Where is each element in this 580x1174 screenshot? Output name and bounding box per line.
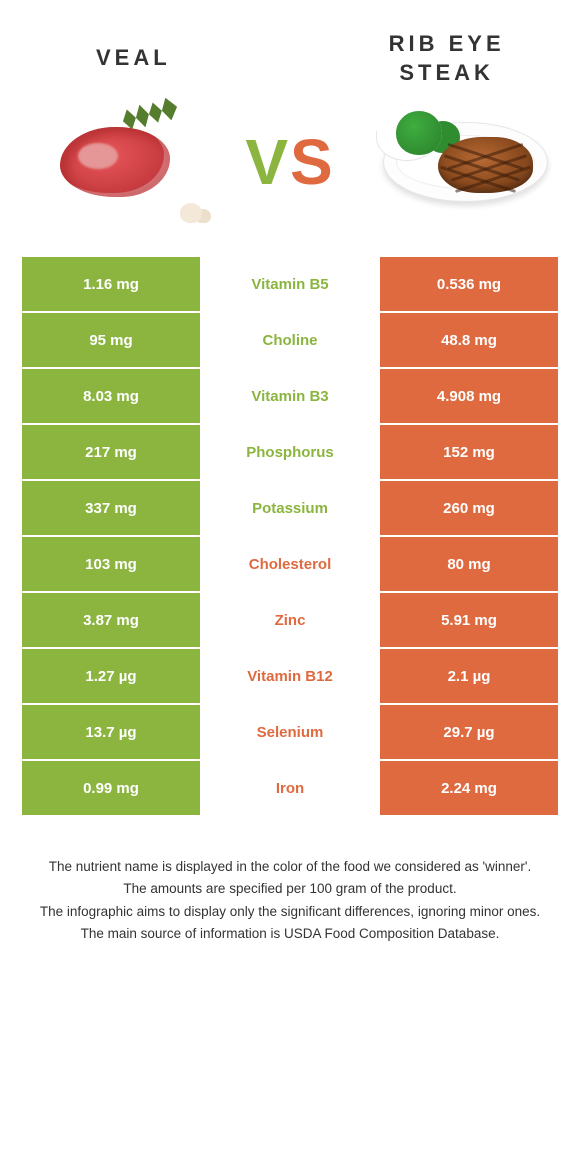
comparison-table: 1.16 mgVitamin B50.536 mg95 mgCholine48.… (0, 257, 580, 817)
vs-label: VS (245, 125, 334, 199)
nutrient-label: Selenium (200, 705, 380, 759)
table-row: 3.87 mgZinc5.91 mg (22, 593, 558, 649)
value-left: 8.03 mg (22, 369, 200, 423)
value-right: 2.24 mg (380, 761, 558, 815)
table-row: 337 mgPotassium260 mg (22, 481, 558, 537)
footnote-line: The nutrient name is displayed in the co… (30, 857, 550, 877)
nutrient-label: Phosphorus (200, 425, 380, 479)
nutrient-label: Zinc (200, 593, 380, 647)
value-left: 3.87 mg (22, 593, 200, 647)
value-right: 80 mg (380, 537, 558, 591)
title-right: Rib eye steak (347, 30, 547, 87)
table-row: 95 mgCholine48.8 mg (22, 313, 558, 369)
veal-icon (60, 127, 170, 197)
value-right: 260 mg (380, 481, 558, 535)
table-row: 1.16 mgVitamin B50.536 mg (22, 257, 558, 313)
value-left: 1.16 mg (22, 257, 200, 311)
value-left: 95 mg (22, 313, 200, 367)
value-right: 4.908 mg (380, 369, 558, 423)
table-row: 13.7 µgSelenium29.7 µg (22, 705, 558, 761)
garlic-icon (180, 203, 202, 223)
footnote-line: The infographic aims to display only the… (30, 902, 550, 922)
infographic: Veal Rib eye steak VS 1.16 mgVitamin B50… (0, 0, 580, 976)
nutrient-label: Vitamin B3 (200, 369, 380, 423)
nutrient-label: Cholesterol (200, 537, 380, 591)
nutrient-label: Iron (200, 761, 380, 815)
nutrient-label: Potassium (200, 481, 380, 535)
footnote-line: The amounts are specified per 100 gram o… (30, 879, 550, 899)
nutrient-label: Vitamin B12 (200, 649, 380, 703)
plate-icon (383, 122, 548, 202)
value-right: 152 mg (380, 425, 558, 479)
table-row: 1.27 µgVitamin B122.1 µg (22, 649, 558, 705)
value-left: 103 mg (22, 537, 200, 591)
value-left: 13.7 µg (22, 705, 200, 759)
hero: VS (0, 97, 580, 257)
vs-s: S (290, 126, 335, 198)
value-left: 0.99 mg (22, 761, 200, 815)
nutrient-label: Vitamin B5 (200, 257, 380, 311)
value-left: 1.27 µg (22, 649, 200, 703)
value-left: 217 mg (22, 425, 200, 479)
header: Veal Rib eye steak (0, 0, 580, 97)
table-row: 103 mgCholesterol80 mg (22, 537, 558, 593)
food-image-right (380, 107, 550, 217)
table-row: 8.03 mgVitamin B34.908 mg (22, 369, 558, 425)
value-right: 29.7 µg (380, 705, 558, 759)
steak-icon (438, 137, 533, 193)
table-row: 0.99 mgIron2.24 mg (22, 761, 558, 817)
footnotes: The nutrient name is displayed in the co… (0, 817, 580, 976)
value-right: 48.8 mg (380, 313, 558, 367)
footnote-line: The main source of information is USDA F… (30, 924, 550, 944)
broccoli-icon (396, 111, 442, 155)
vs-v: V (245, 126, 290, 198)
value-right: 5.91 mg (380, 593, 558, 647)
value-right: 2.1 µg (380, 649, 558, 703)
title-left: Veal (33, 44, 233, 73)
table-row: 217 mgPhosphorus152 mg (22, 425, 558, 481)
nutrient-label: Choline (200, 313, 380, 367)
food-image-left (30, 107, 200, 217)
value-right: 0.536 mg (380, 257, 558, 311)
value-left: 337 mg (22, 481, 200, 535)
